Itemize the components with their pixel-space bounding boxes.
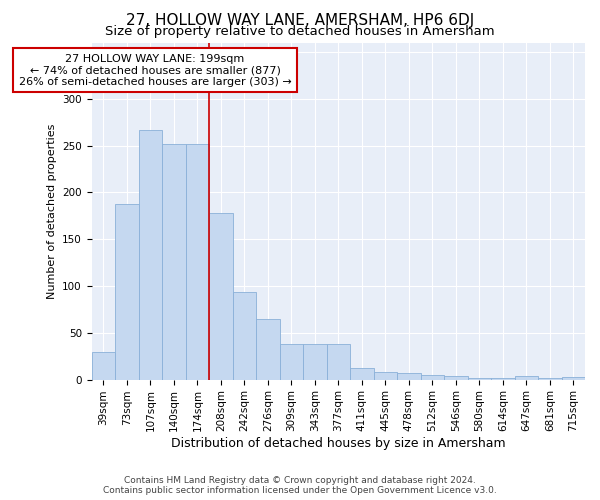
Bar [209,213,233,380]
Bar [538,378,562,380]
Bar [185,144,209,380]
Bar [256,318,280,380]
Bar [421,375,444,380]
Bar [303,344,326,380]
Bar [233,292,256,380]
Bar [467,378,491,380]
Bar [162,144,185,380]
Bar [350,368,374,380]
Text: Contains HM Land Registry data © Crown copyright and database right 2024.
Contai: Contains HM Land Registry data © Crown c… [103,476,497,495]
Bar [515,376,538,380]
Y-axis label: Number of detached properties: Number of detached properties [47,124,56,298]
Bar [139,130,162,380]
Bar [562,377,585,380]
Bar [397,373,421,380]
Bar [280,344,303,380]
Bar [374,372,397,380]
Bar [326,344,350,380]
Text: 27, HOLLOW WAY LANE, AMERSHAM, HP6 6DJ: 27, HOLLOW WAY LANE, AMERSHAM, HP6 6DJ [126,12,474,28]
Text: Size of property relative to detached houses in Amersham: Size of property relative to detached ho… [105,25,495,38]
Bar [444,376,467,380]
X-axis label: Distribution of detached houses by size in Amersham: Distribution of detached houses by size … [171,437,506,450]
Bar [491,378,515,380]
Text: 27 HOLLOW WAY LANE: 199sqm
← 74% of detached houses are smaller (877)
26% of sem: 27 HOLLOW WAY LANE: 199sqm ← 74% of deta… [19,54,292,87]
Bar [92,352,115,380]
Bar [115,204,139,380]
